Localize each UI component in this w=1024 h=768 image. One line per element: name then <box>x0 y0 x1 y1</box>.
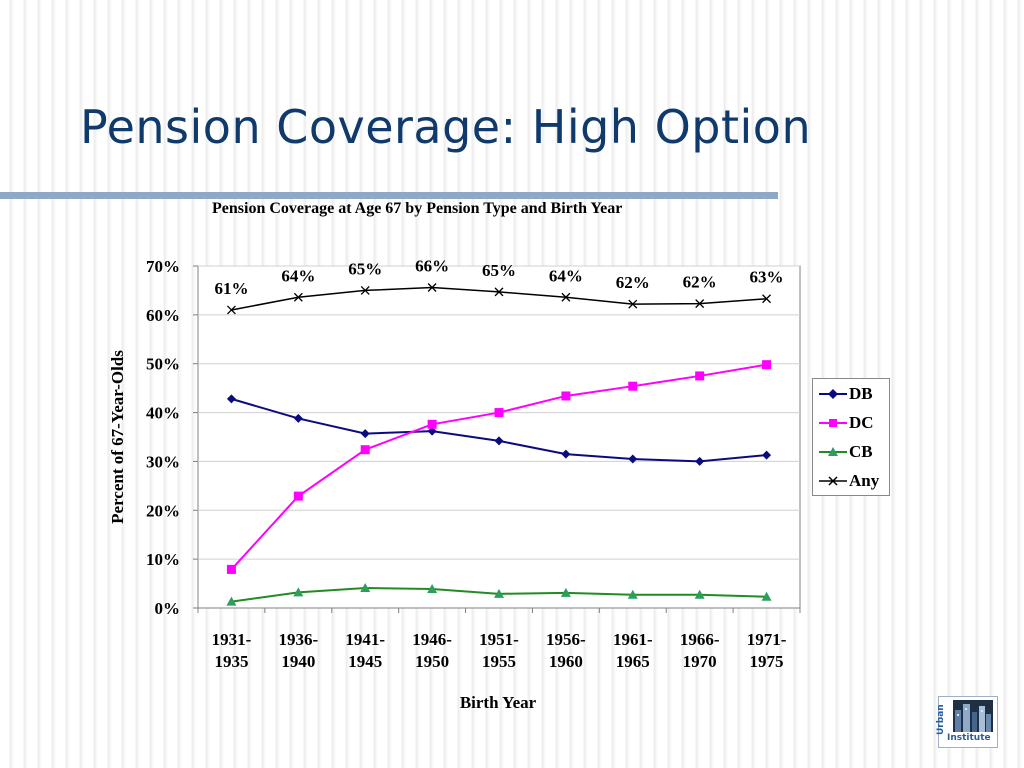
point-cb <box>360 582 371 592</box>
point-any <box>360 285 370 295</box>
x-tick-label: 1966-1970 <box>680 630 720 671</box>
point-any <box>695 299 705 309</box>
data-label-any: 62% <box>683 273 717 292</box>
point-any <box>494 287 504 297</box>
point-db <box>695 456 705 466</box>
y-tick-label: 60% <box>146 306 180 325</box>
x-marker-stroke <box>762 294 772 304</box>
x-axis-label: Birth Year <box>460 693 537 712</box>
any-legend-marker-icon <box>819 476 847 486</box>
x-marker-stroke <box>494 287 504 297</box>
series-group <box>226 283 772 606</box>
dc-legend-marker-icon <box>819 419 847 427</box>
x-tick-label: 1961-1965 <box>613 630 653 671</box>
data-labels: 61% 64% 65% 66% 65% 64% 62% 62% 63% <box>214 256 783 297</box>
point-cb <box>627 589 638 599</box>
x-marker-stroke <box>360 285 370 295</box>
point-any <box>226 305 236 315</box>
point-db <box>561 449 571 459</box>
point-any <box>427 283 437 292</box>
data-label-any: 65% <box>482 261 516 280</box>
data-label-any: 64% <box>281 266 315 285</box>
x-tick-label: 1956-1960 <box>546 630 586 671</box>
x-tick-label: 1951-1955 <box>479 630 519 671</box>
y-tick-label: 50% <box>146 355 180 374</box>
x-marker-stroke <box>293 292 303 302</box>
legend-item-dc: DC <box>819 412 889 436</box>
data-label-any: 64% <box>549 266 583 285</box>
x-tick-label: 1971-1975 <box>747 630 787 671</box>
data-label-any: 61% <box>214 279 248 298</box>
x-marker-stroke <box>427 283 437 292</box>
point-dc <box>360 445 370 455</box>
point-cb <box>761 591 772 601</box>
urban-institute-logo: Urban Institute <box>936 696 998 748</box>
legend-label-any: Any <box>849 471 880 490</box>
chart-title: Pension Coverage at Age 67 by Pension Ty… <box>212 200 623 217</box>
point-db <box>226 394 236 404</box>
x-axis-ticks: 1931-1935 1936-1940 1941-1945 1946-1950 1951… <box>197 608 801 671</box>
x-tick-label: 1941-1945 <box>345 630 385 671</box>
point-cb <box>560 587 571 597</box>
x-marker-stroke <box>226 305 236 315</box>
city-skyline-icon <box>953 700 993 732</box>
point-dc <box>226 564 236 574</box>
point-cb <box>694 589 705 599</box>
cb-legend-marker-icon <box>819 447 847 456</box>
x-tick-label: 1931-1935 <box>212 630 252 671</box>
x-marker-stroke <box>561 292 571 302</box>
data-label-any: 66% <box>415 256 449 275</box>
point-db <box>628 454 638 464</box>
point-cb <box>494 588 504 598</box>
y-axis-ticks: 0% 10% 20% 30% 40% 50% 60% 70% <box>146 257 198 618</box>
logo-word: Institute <box>947 733 991 743</box>
y-tick-label: 40% <box>146 404 180 423</box>
point-cb <box>293 587 304 597</box>
point-any <box>293 292 303 302</box>
point-any <box>628 299 638 309</box>
legend-item-any: Any <box>819 470 889 494</box>
db-legend-marker-icon <box>819 389 847 399</box>
legend-label-db: DB <box>849 384 873 403</box>
point-dc <box>561 391 571 401</box>
point-dc <box>695 371 705 381</box>
x-tick-label: 1936-1940 <box>278 630 318 671</box>
y-axis-label: Percent of 67-Year-Olds <box>108 350 127 524</box>
point-dc <box>762 360 772 370</box>
data-label-any: 62% <box>616 273 650 292</box>
point-dc <box>293 491 303 501</box>
point-db <box>762 450 772 460</box>
point-any <box>561 292 571 302</box>
data-label-any: 63% <box>750 268 784 287</box>
logo-side-text: Urban <box>936 704 946 735</box>
legend-item-cb: CB <box>819 441 889 465</box>
data-label-any: 65% <box>348 259 382 278</box>
y-tick-label: 10% <box>146 550 180 569</box>
legend-item-db: DB <box>819 383 889 407</box>
y-tick-label: 70% <box>146 257 180 276</box>
x-tick-label: 1946-1950 <box>412 630 452 671</box>
x-marker-stroke <box>628 299 638 309</box>
point-db <box>293 413 303 423</box>
legend-label-dc: DC <box>849 413 874 432</box>
point-db <box>360 429 370 439</box>
y-tick-label: 0% <box>155 599 181 618</box>
point-dc <box>628 381 638 391</box>
point-db <box>427 426 437 436</box>
point-cb <box>226 596 237 606</box>
title-divider <box>0 192 778 199</box>
y-tick-label: 30% <box>146 452 180 471</box>
point-cb <box>427 583 438 593</box>
y-tick-label: 20% <box>146 501 180 520</box>
point-db <box>494 436 504 446</box>
point-any <box>762 294 772 304</box>
slide-title: Pension Coverage: High Option <box>80 100 812 154</box>
legend: DB DC CB Any <box>812 378 890 496</box>
point-dc <box>494 408 504 418</box>
legend-label-cb: CB <box>849 442 873 461</box>
point-dc <box>427 419 437 429</box>
x-marker-stroke <box>695 299 705 309</box>
